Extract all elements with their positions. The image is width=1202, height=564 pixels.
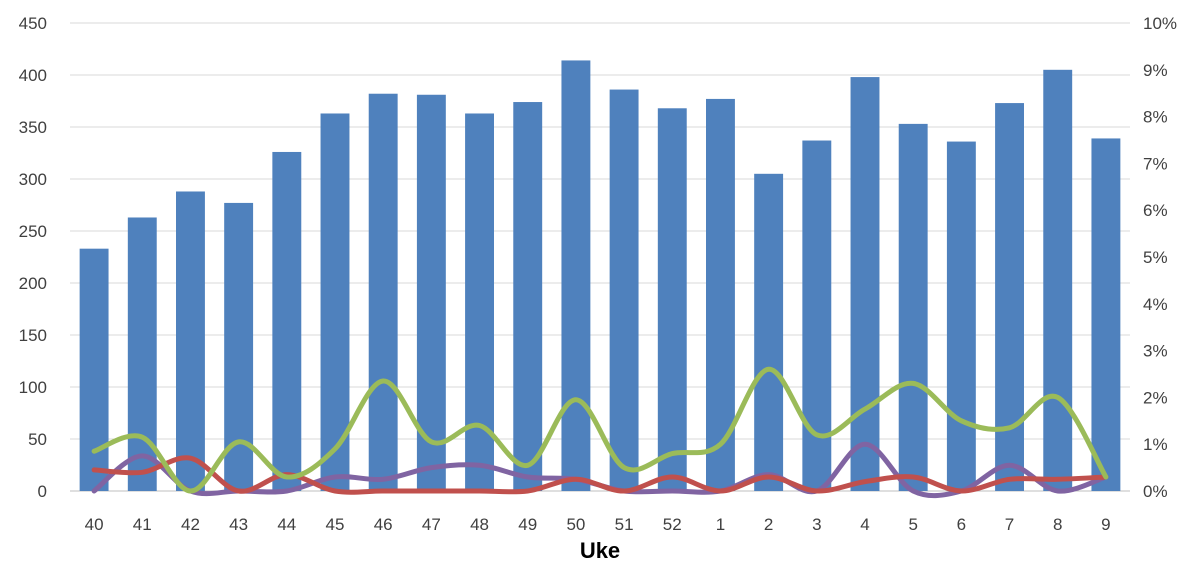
- x-tick-label: 4: [860, 515, 869, 534]
- left-tick-label: 50: [28, 430, 47, 449]
- bar: [79, 248, 109, 491]
- x-tick-label: 7: [1005, 515, 1014, 534]
- x-tick-label: 3: [812, 515, 821, 534]
- x-tick-label: 41: [133, 515, 152, 534]
- x-tick-label: 43: [229, 515, 248, 534]
- right-tick-label: 7%: [1143, 154, 1168, 173]
- left-tick-label: 450: [19, 14, 47, 33]
- left-tick-label: 0: [38, 482, 47, 501]
- right-tick-label: 8%: [1143, 108, 1168, 127]
- bar: [416, 94, 446, 491]
- right-tick-label: 2%: [1143, 388, 1168, 407]
- x-tick-label: 45: [326, 515, 345, 534]
- x-tick-label: 51: [615, 515, 634, 534]
- bar: [272, 151, 302, 491]
- bar: [802, 140, 832, 491]
- right-tick-label: 0%: [1143, 482, 1168, 501]
- bar: [850, 77, 880, 491]
- right-tick-label: 1%: [1143, 435, 1168, 454]
- left-tick-label: 350: [19, 118, 47, 137]
- bar: [657, 108, 687, 491]
- bar-series: [79, 60, 1121, 492]
- bar: [946, 141, 976, 491]
- series-line: [91, 455, 1109, 495]
- x-tick-label: 49: [518, 515, 537, 534]
- right-axis-ticks: 0% 1% 2% 3% 4% 5% 6% 7% 8% 9% 10%: [1143, 14, 1177, 501]
- bar: [1091, 138, 1121, 491]
- bar: [609, 89, 639, 491]
- bar: [513, 102, 543, 491]
- x-axis-ticks: 40 41 42 43 44 45 46 47 48 49 50 51 52 1 2 3 4 5 6 7 8 9: [85, 515, 1111, 534]
- bar: [706, 98, 735, 492]
- left-tick-label: 400: [19, 66, 47, 85]
- bar: [320, 113, 350, 491]
- bar: [754, 173, 784, 492]
- x-tick-label: 8: [1053, 515, 1062, 534]
- bar: [898, 123, 928, 491]
- x-tick-label: 48: [470, 515, 489, 534]
- left-tick-label: 150: [19, 326, 47, 345]
- x-tick-label: 47: [422, 515, 441, 534]
- right-tick-label: 5%: [1143, 248, 1168, 267]
- x-tick-label: 42: [181, 515, 200, 534]
- bar: [127, 217, 157, 492]
- bar: [561, 60, 591, 491]
- x-tick-label: 6: [957, 515, 966, 534]
- x-tick-label: 44: [277, 515, 296, 534]
- bar: [176, 191, 205, 492]
- right-tick-label: 4%: [1143, 295, 1168, 314]
- right-tick-label: 10%: [1143, 14, 1177, 33]
- x-tick-label: 5: [908, 515, 917, 534]
- x-axis-title: Uke: [580, 538, 620, 563]
- left-tick-label: 300: [19, 170, 47, 189]
- x-tick-label: 1: [716, 515, 725, 534]
- x-tick-label: 52: [663, 515, 682, 534]
- bar: [1043, 69, 1073, 492]
- line-series: [91, 366, 1109, 499]
- left-tick-label: 200: [19, 274, 47, 293]
- left-tick-label: 100: [19, 378, 47, 397]
- bar: [368, 93, 398, 491]
- x-tick-label: 46: [374, 515, 393, 534]
- series-line: [91, 366, 1109, 494]
- bar: [995, 103, 1024, 491]
- left-tick-label: 250: [19, 222, 47, 241]
- left-axis-ticks: 0 50 100 150 200 250 300 350 400 450: [19, 14, 47, 501]
- right-tick-label: 9%: [1143, 61, 1168, 80]
- x-tick-label: 9: [1101, 515, 1110, 534]
- right-tick-label: 6%: [1143, 201, 1168, 220]
- x-tick-label: 50: [566, 515, 585, 534]
- x-tick-label: 40: [85, 515, 104, 534]
- x-tick-label: 2: [764, 515, 773, 534]
- right-tick-label: 3%: [1143, 342, 1168, 361]
